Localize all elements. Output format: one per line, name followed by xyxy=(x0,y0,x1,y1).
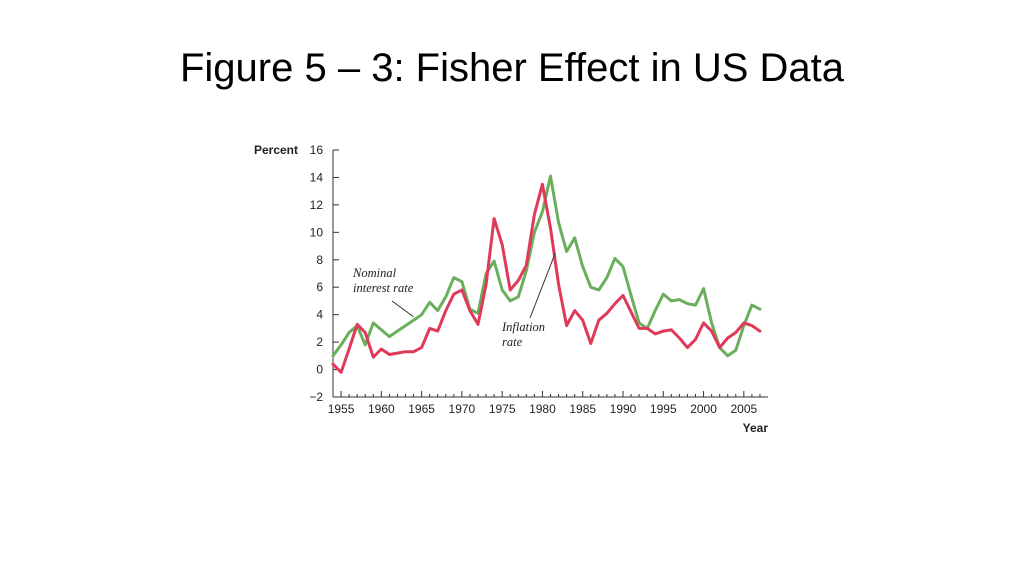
x-tick-label: 2005 xyxy=(730,402,757,416)
x-tick-label: 1960 xyxy=(368,402,395,416)
annotation-line: Inflation xyxy=(501,320,545,334)
nominal-interest-rate-line xyxy=(331,174,762,358)
annotation-nominal-interest-rate: Nominal interest rate xyxy=(352,266,414,295)
y-tick-label: 12 xyxy=(310,198,324,212)
y-tick-label: 14 xyxy=(310,170,324,184)
x-tick-label: 1990 xyxy=(610,402,637,416)
annotation-line: rate xyxy=(502,335,523,349)
x-axis-title: Year xyxy=(743,421,769,435)
y-tick-label: 2 xyxy=(316,335,323,349)
x-tick-label: 2000 xyxy=(690,402,717,416)
y-tick-label: 6 xyxy=(316,280,323,294)
x-tick-label: 1980 xyxy=(529,402,556,416)
y-tick-label: 4 xyxy=(316,308,323,322)
chart-axes: −2 0 2 4 6 8 10 12 14 16 Percent 1955 1960 1965 1970 19… xyxy=(254,143,768,435)
annotation-leader-inflation xyxy=(529,252,556,319)
annotation-leader-nominal xyxy=(391,300,414,318)
x-tick-label: 1985 xyxy=(569,402,596,416)
annotation-line: Nominal xyxy=(352,266,397,280)
x-tick-label: 1995 xyxy=(650,402,677,416)
x-tick-label: 1955 xyxy=(328,402,355,416)
y-axis-title: Percent xyxy=(254,143,298,157)
page-title: Figure 5 – 3: Fisher Effect in US Data xyxy=(179,46,844,90)
inflation-rate-line xyxy=(331,182,762,374)
y-tick-label: 10 xyxy=(310,225,324,239)
y-tick-label: 0 xyxy=(316,363,323,377)
x-tick-label: 1975 xyxy=(489,402,516,416)
series-layer xyxy=(331,174,762,374)
annotation-layer: Nominal interest rate Inflation rate xyxy=(352,252,556,349)
y-tick-label: 16 xyxy=(310,143,324,157)
annotation-line: interest rate xyxy=(353,281,414,295)
x-tick-label: 1970 xyxy=(449,402,476,416)
annotation-inflation-rate: Inflation rate xyxy=(501,320,545,349)
x-tick-label: 1965 xyxy=(408,402,435,416)
y-tick-label: 8 xyxy=(316,253,323,267)
y-tick-label: −2 xyxy=(309,390,323,404)
